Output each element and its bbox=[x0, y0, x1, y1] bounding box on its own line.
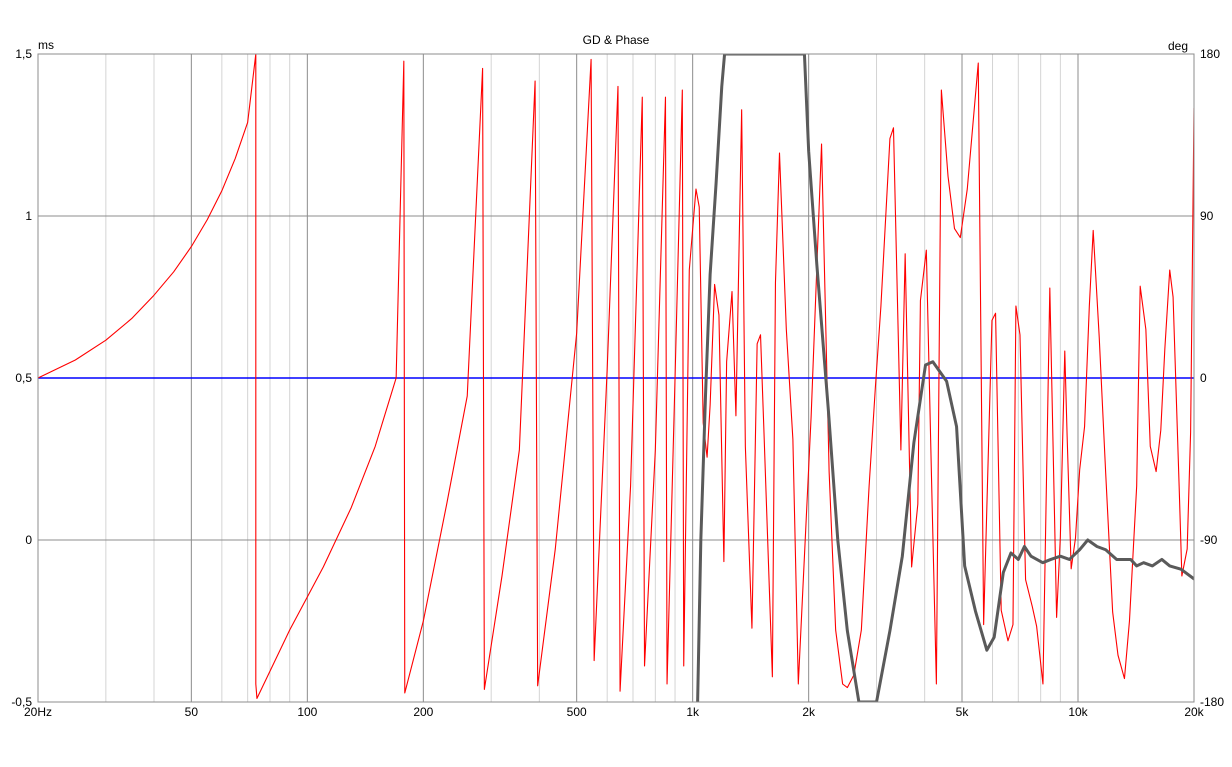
left-tick-label: 0,5 bbox=[15, 371, 32, 385]
group-delay-line bbox=[696, 54, 1194, 702]
left-axis-unit-label: ms bbox=[38, 38, 54, 52]
x-tick-label: 200 bbox=[413, 705, 433, 719]
left-tick-label: 0 bbox=[25, 533, 32, 547]
plot-frame bbox=[37, 53, 1195, 703]
x-tick-label: 2k bbox=[802, 705, 816, 719]
x-tick-label: 20k bbox=[1184, 705, 1204, 719]
right-tick-label: 180 bbox=[1200, 47, 1220, 61]
phase-line bbox=[38, 54, 1194, 699]
left-tick-label: -0,5 bbox=[11, 695, 32, 709]
x-tick-label: 50 bbox=[185, 705, 199, 719]
x-axis-ticks: 20Hz 50 100 200 500 1k 2k 5k 10k 20k bbox=[24, 705, 1205, 719]
x-tick-label: 20Hz bbox=[24, 705, 52, 719]
chart-title: GD & Phase bbox=[583, 33, 650, 47]
x-tick-label: 1k bbox=[686, 705, 700, 719]
right-axis-ticks: -180 -90 0 90 180 bbox=[1200, 47, 1224, 709]
left-tick-label: 1 bbox=[25, 209, 32, 223]
right-tick-label: 90 bbox=[1200, 209, 1214, 223]
x-tick-label: 500 bbox=[567, 705, 587, 719]
right-tick-label: -180 bbox=[1200, 695, 1224, 709]
left-tick-label: 1,5 bbox=[15, 47, 32, 61]
x-tick-label: 5k bbox=[956, 705, 970, 719]
series-layer bbox=[38, 54, 1194, 702]
right-axis-unit-label: deg bbox=[1168, 39, 1188, 53]
left-axis-ticks: -0,5 0 0,5 1 1,5 bbox=[11, 47, 32, 709]
x-tick-label: 100 bbox=[297, 705, 317, 719]
right-tick-label: 0 bbox=[1200, 371, 1207, 385]
x-tick-label: 10k bbox=[1068, 705, 1088, 719]
right-tick-label: -90 bbox=[1200, 533, 1218, 547]
